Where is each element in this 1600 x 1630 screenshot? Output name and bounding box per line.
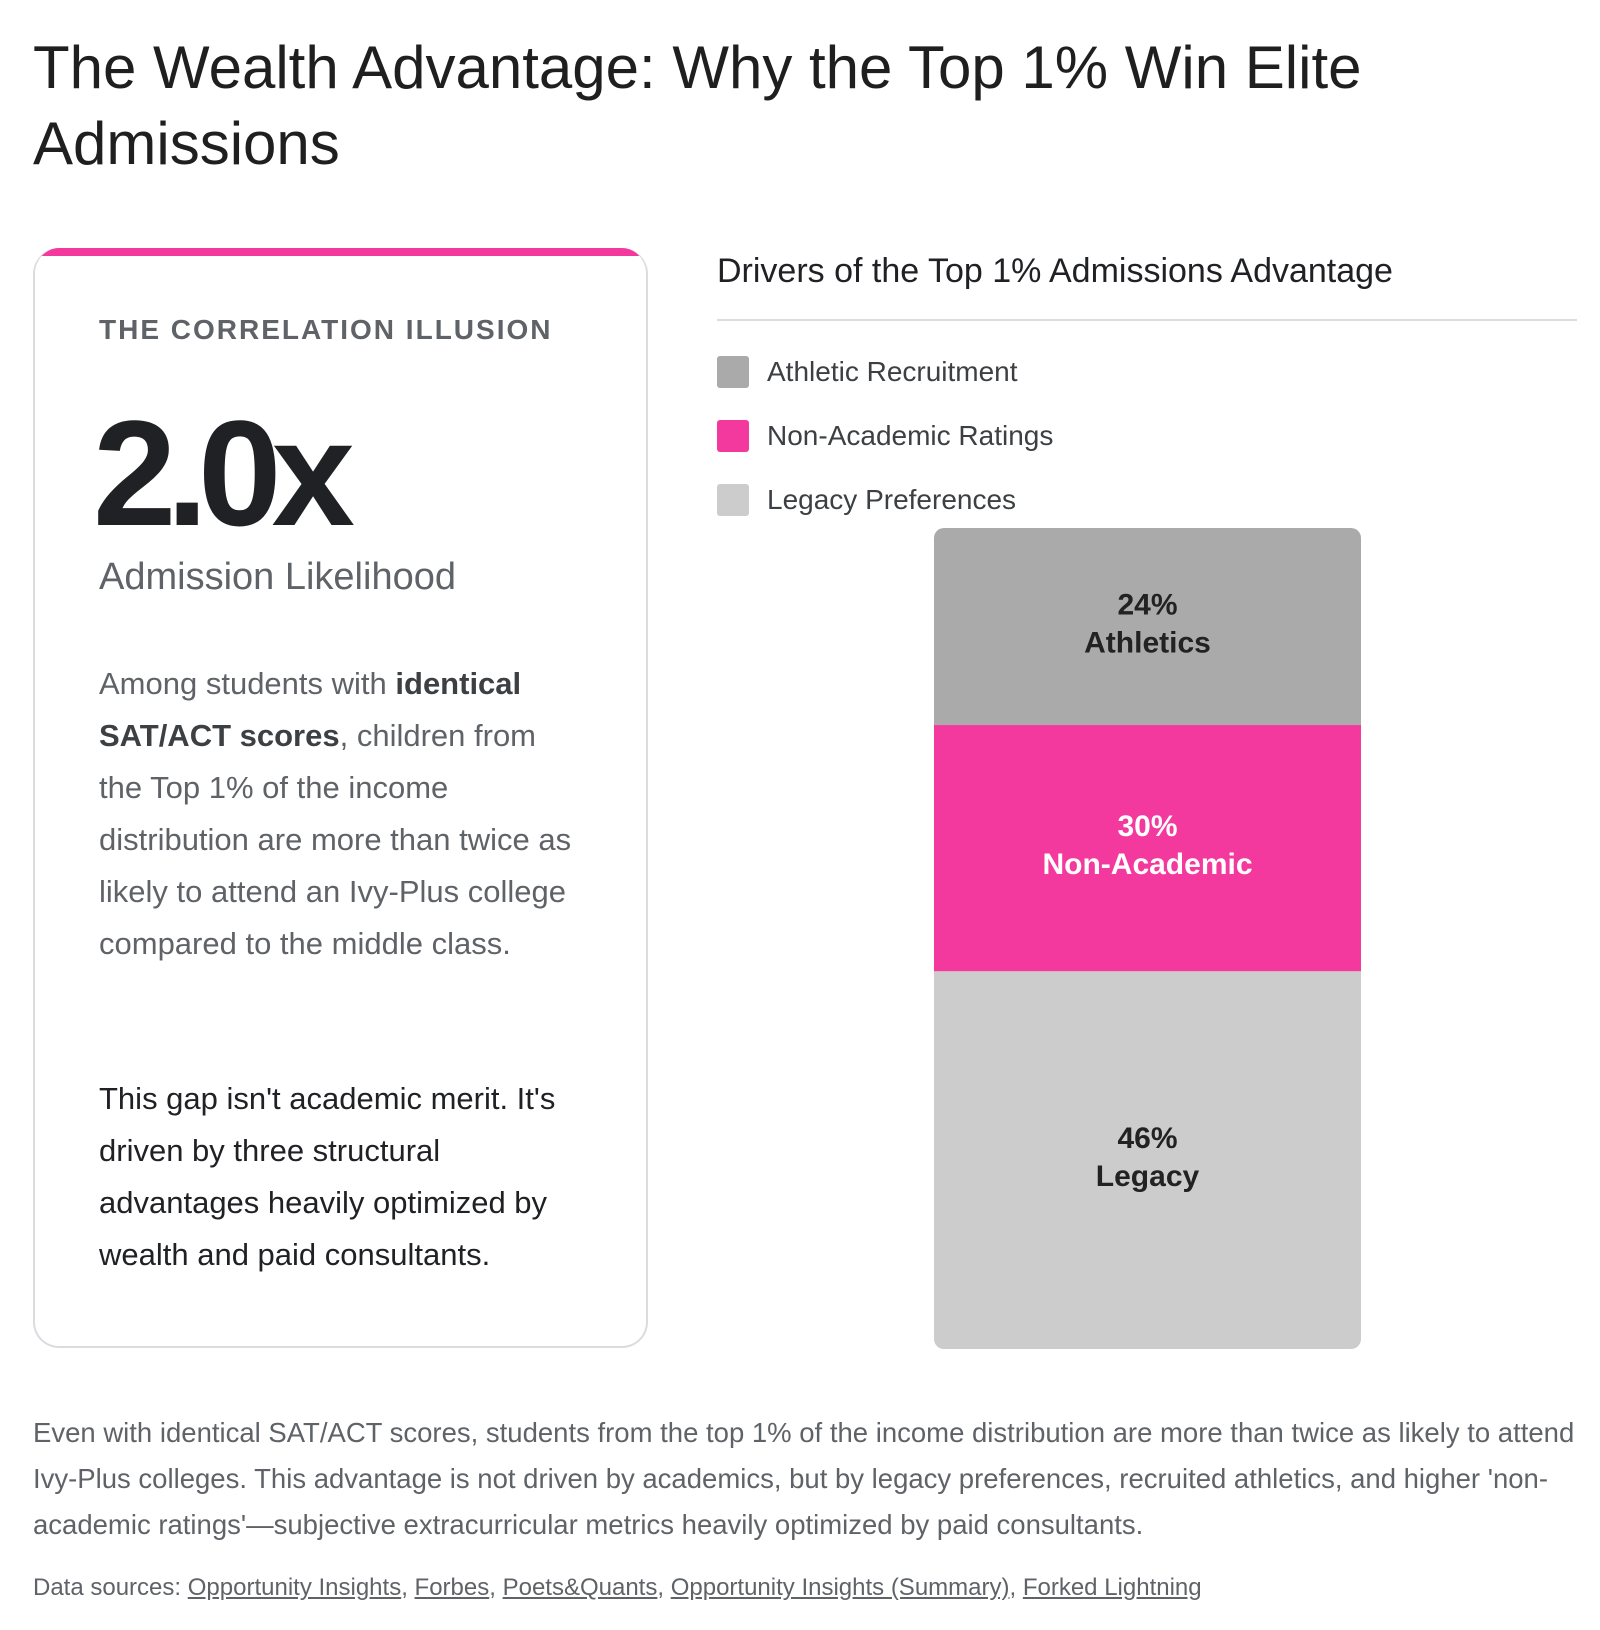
- source-link[interactable]: Opportunity Insights (Summary): [670, 1574, 1010, 1601]
- body-run: Among students with: [99, 666, 396, 701]
- page-title: The Wealth Advantage: Why the Top 1% Win…: [33, 34, 1362, 177]
- value-label: 46%: [1117, 1122, 1177, 1155]
- sources-label: Data sources:: [33, 1574, 182, 1601]
- body-run: identical SAT/ACT scores: [99, 666, 522, 753]
- divider: [717, 319, 1577, 321]
- bar-segment: [934, 725, 1361, 972]
- source-link[interactable]: Forbes: [414, 1574, 490, 1601]
- legend-item: Non-Academic Ratings: [717, 419, 1053, 453]
- bar-segment: [934, 971, 1361, 1349]
- value-label: 30%: [1117, 810, 1177, 843]
- source-link[interactable]: Forked Lightning: [1022, 1574, 1202, 1601]
- value-label: 24%: [1117, 589, 1177, 622]
- card-note: This gap isn't academic merit. It's driv…: [99, 1081, 556, 1272]
- stat-value: 2.0x: [93, 389, 355, 557]
- body-run: , children from the Top 1% of the income…: [99, 718, 572, 961]
- separator: ,: [401, 1574, 415, 1601]
- separator: ,: [489, 1574, 503, 1601]
- legend-swatch: [717, 484, 749, 516]
- legend-swatch: [717, 356, 749, 388]
- legend-item: Legacy Preferences: [717, 483, 1016, 517]
- bar-segment: [934, 528, 1361, 726]
- stat-card: THE CORRELATION ILLUSION 2.0x Admission …: [33, 248, 648, 1348]
- stat-label: Admission Likelihood: [99, 556, 456, 598]
- legend-label: Athletic Recruitment: [767, 356, 1018, 387]
- source-link[interactable]: Opportunity Insights: [187, 1574, 402, 1601]
- segment-label: Athletics: [1084, 627, 1211, 660]
- separator: ,: [657, 1574, 671, 1601]
- legend-label: Legacy Preferences: [767, 484, 1017, 515]
- source-link[interactable]: Poets&Quants: [502, 1574, 658, 1601]
- chart: 24% Athletics 30% Non-Academic 46% Legacy: [934, 528, 1361, 1349]
- segment-label: Legacy: [1096, 1160, 1200, 1193]
- card-accent: [35, 248, 646, 256]
- legend-label: Non-Academic Ratings: [767, 420, 1054, 451]
- summary: Even with identical SAT/ACT scores, stud…: [33, 1417, 1575, 1540]
- separator: ,: [1009, 1574, 1023, 1601]
- chart-title: Drivers of the Top 1% Admissions Advanta…: [717, 252, 1393, 290]
- legend-swatch: [717, 420, 749, 452]
- legend-item: Athletic Recruitment: [717, 355, 1018, 389]
- sources: Data sources: Opportunity Insights, Forb…: [33, 1574, 1202, 1602]
- segment-label: Non-Academic: [1042, 848, 1252, 881]
- card-kicker: THE CORRELATION ILLUSION: [99, 314, 553, 345]
- card-body: Among students with identical SAT/ACT sc…: [99, 658, 579, 970]
- legend: Athletic Recruitment Non-Academic Ratings…: [717, 355, 1437, 517]
